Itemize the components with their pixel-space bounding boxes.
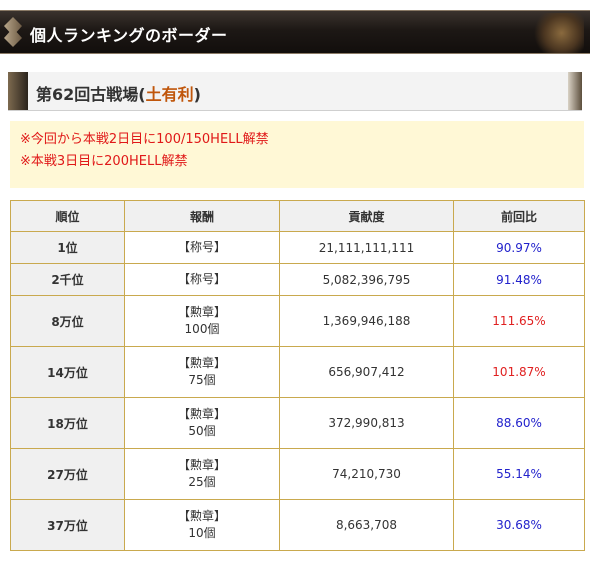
ratio-cell: 55.14% [453,448,585,500]
header-reward: 報酬 [124,200,280,232]
rank-cell: 27万位 [10,448,125,500]
table-row: 37万位 【勲章】 10個 8,663,708 30.68% [10,499,585,551]
ratio-cell: 91.48% [453,263,585,296]
header-score: 貢献度 [279,200,454,232]
score-cell: 8,663,708 [279,499,454,551]
ratio-cell: 101.87% [453,346,585,398]
score-cell: 656,907,412 [279,346,454,398]
reward-qty: 50個 [188,424,216,438]
header-rank: 順位 [10,200,125,232]
reward-cell: 【勲章】 25個 [124,448,280,500]
ratio-cell: 88.60% [453,397,585,449]
reward-label: 【称号】 [177,272,226,286]
section-title-prefix: 第62回古戦場( [36,85,146,104]
reward-label: 【勲章】 [177,407,226,421]
score-cell: 5,082,396,795 [279,263,454,296]
reward-qty: 10個 [188,526,216,540]
reward-label: 【勲章】 [177,305,226,319]
table-row: 14万位 【勲章】 75個 656,907,412 101.87% [10,346,585,398]
reward-cell: 【勲章】 75個 [124,346,280,398]
notice-line: ※今回から本戦2日目に100/150HELL解禁 [20,132,269,147]
table-header-row: 順位 報酬 貢献度 前回比 [10,200,585,232]
rank-cell: 2千位 [10,263,125,296]
table-row: 27万位 【勲章】 25個 74,210,730 55.14% [10,448,585,500]
score-cell: 21,111,111,111 [279,231,454,264]
reward-qty: 100個 [184,322,220,336]
rank-cell: 8万位 [10,295,125,347]
ratio-cell: 30.68% [453,499,585,551]
character-art-icon [528,13,584,53]
header-ratio: 前回比 [453,200,585,232]
score-cell: 372,990,813 [279,397,454,449]
reward-cell: 【称号】 [124,263,280,296]
ornament-icon [568,72,582,110]
score-cell: 74,210,730 [279,448,454,500]
rank-cell: 18万位 [10,397,125,449]
ranking-table: 順位 報酬 貢献度 前回比 1位 【称号】 21,111,111,111 90.97%… [10,200,585,551]
section-attribute: 土有利 [145,85,194,104]
rank-cell: 37万位 [10,499,125,551]
table-row: 18万位 【勲章】 50個 372,990,813 88.60% [10,397,585,449]
ratio-cell: 111.65% [453,295,585,347]
ornament-icon [4,17,22,47]
reward-qty: 25個 [188,475,216,489]
section-header: 第62回古戦場(土有利) [8,72,582,111]
reward-cell: 【勲章】 10個 [124,499,280,551]
score-cell: 1,369,946,188 [279,295,454,347]
ornament-icon [8,72,28,110]
reward-cell: 【称号】 [124,231,280,264]
notice-box: ※今回から本戦2日目に100/150HELL解禁 ※本戦3日目に200HELL解… [10,121,584,188]
reward-label: 【勲章】 [177,458,226,472]
page-title: 個人ランキングのボーダー [30,26,228,45]
rank-cell: 14万位 [10,346,125,398]
rank-cell: 1位 [10,231,125,264]
notice-line: ※本戦3日目に200HELL解禁 [20,154,188,169]
reward-label: 【称号】 [177,240,226,254]
ratio-cell: 90.97% [453,231,585,264]
table-row: 1位 【称号】 21,111,111,111 90.97% [10,231,585,264]
reward-label: 【勲章】 [177,509,226,523]
table-row: 2千位 【称号】 5,082,396,795 91.48% [10,263,585,296]
section-title: 第62回古戦場(土有利) [36,81,201,105]
section-title-suffix: ) [193,85,201,104]
reward-cell: 【勲章】 50個 [124,397,280,449]
reward-qty: 75個 [188,373,216,387]
reward-cell: 【勲章】 100個 [124,295,280,347]
reward-label: 【勲章】 [177,356,226,370]
table-row: 8万位 【勲章】 100個 1,369,946,188 111.65% [10,295,585,347]
page-banner: 個人ランキングのボーダー [0,10,590,54]
